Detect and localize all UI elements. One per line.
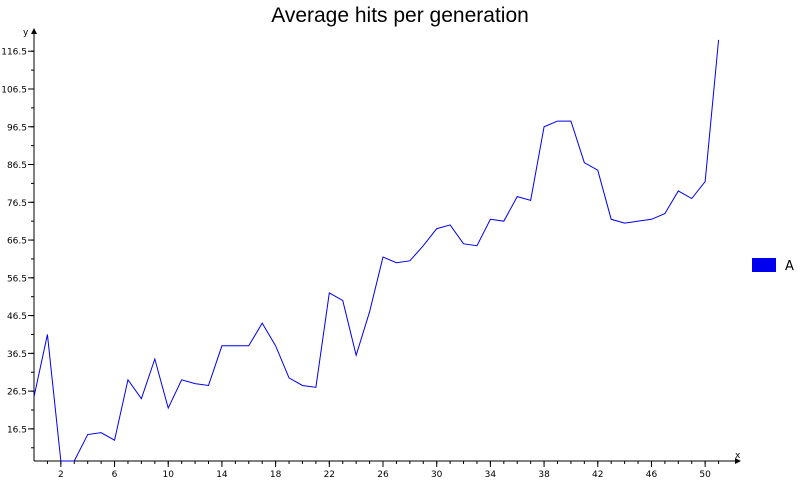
y-axis-arrow xyxy=(31,28,37,34)
legend: A xyxy=(752,258,794,274)
data-point xyxy=(489,218,491,220)
data-point xyxy=(435,228,437,230)
data-point xyxy=(422,245,424,247)
y-tick-label: 16.5 xyxy=(7,425,27,435)
data-point xyxy=(543,126,545,128)
data-point xyxy=(342,299,344,301)
data-point xyxy=(409,260,411,262)
data-point xyxy=(100,431,102,433)
x-tick-label: 10 xyxy=(163,470,175,480)
data-point xyxy=(194,382,196,384)
data-point xyxy=(650,218,652,220)
x-tick-label: 46 xyxy=(646,470,658,480)
data-point xyxy=(704,180,706,182)
data-point xyxy=(610,218,612,220)
data-point xyxy=(328,292,330,294)
data-point xyxy=(288,377,290,379)
data-point xyxy=(261,322,263,324)
data-point xyxy=(449,224,451,226)
data-point xyxy=(127,379,129,381)
y-tick-label: 36.5 xyxy=(7,350,27,360)
data-point xyxy=(529,199,531,201)
data-point xyxy=(274,345,276,347)
data-point xyxy=(113,439,115,441)
x-tick-label: 14 xyxy=(216,470,228,480)
x-tick-label: 2 xyxy=(58,470,64,480)
x-tick-label: 30 xyxy=(431,470,443,480)
x-tick-label: 26 xyxy=(377,470,389,480)
data-point xyxy=(462,243,464,245)
legend-swatch xyxy=(752,258,776,272)
data-point xyxy=(154,358,156,360)
data-point xyxy=(46,333,48,335)
data-point xyxy=(382,256,384,258)
data-point xyxy=(503,220,505,222)
y-tick-label: 46.5 xyxy=(7,312,27,322)
data-point xyxy=(221,345,223,347)
x-tick-label: 18 xyxy=(270,470,282,480)
x-tick-label: 22 xyxy=(324,470,335,480)
data-point xyxy=(637,220,639,222)
data-point xyxy=(33,396,35,398)
data-point xyxy=(301,384,303,386)
data-point xyxy=(207,384,209,386)
x-tick-label: 50 xyxy=(699,470,711,480)
data-point xyxy=(248,345,250,347)
data-point xyxy=(623,222,625,224)
y-tick-label: 106.5 xyxy=(1,85,27,95)
series-group xyxy=(33,39,720,462)
x-tick-label: 38 xyxy=(538,470,550,480)
y-tick-label: 116.5 xyxy=(1,48,27,58)
axis-ticks: 2 6 10 14 18 22 26 30 34 38 42 46 5016.526.536.546.5… xyxy=(1,48,720,480)
series-line-A xyxy=(33,39,720,462)
data-point xyxy=(180,379,182,381)
data-point xyxy=(677,190,679,192)
data-point xyxy=(167,407,169,409)
data-point xyxy=(368,311,370,313)
axes: x y xyxy=(23,28,741,464)
x-axis-label: x xyxy=(735,451,741,461)
data-point xyxy=(60,460,62,462)
data-point xyxy=(234,345,236,347)
data-point xyxy=(664,212,666,214)
data-point xyxy=(140,397,142,399)
data-point xyxy=(86,433,88,435)
y-tick-label: 76.5 xyxy=(7,199,27,209)
y-tick-label: 56.5 xyxy=(7,274,27,284)
legend-label: A xyxy=(785,259,794,274)
data-point xyxy=(73,460,75,462)
x-tick-label: 6 xyxy=(112,470,118,480)
data-point xyxy=(395,262,397,264)
y-tick-label: 66.5 xyxy=(7,237,27,247)
y-tick-label: 86.5 xyxy=(7,161,27,171)
data-point xyxy=(597,169,599,171)
chart-title: Average hits per generation xyxy=(271,4,529,27)
x-axis-arrow xyxy=(735,458,741,464)
data-point xyxy=(691,197,693,199)
y-axis-label: y xyxy=(23,28,29,38)
x-tick-label: 42 xyxy=(592,470,603,480)
data-point xyxy=(355,354,357,356)
data-point xyxy=(717,39,719,41)
data-point xyxy=(315,386,317,388)
data-point xyxy=(583,161,585,163)
y-tick-label: 26.5 xyxy=(7,388,27,398)
data-point xyxy=(516,195,518,197)
y-tick-label: 96.5 xyxy=(7,123,27,133)
x-tick-label: 34 xyxy=(485,470,497,480)
data-point xyxy=(570,120,572,122)
data-point xyxy=(476,245,478,247)
data-point xyxy=(556,120,558,122)
